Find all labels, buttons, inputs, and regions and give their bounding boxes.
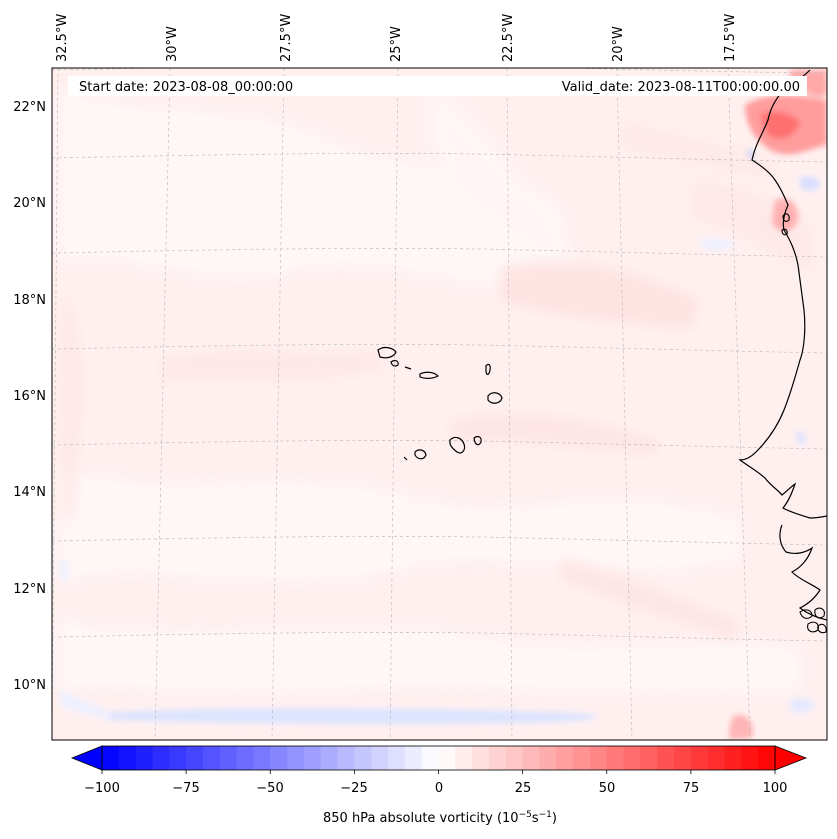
colorbar-segment [707, 746, 726, 770]
lon-label: 30°W [165, 26, 180, 62]
map-frame [51, 67, 828, 741]
colorbar-segment [690, 746, 709, 770]
cbar-tick-label: 0 [435, 781, 443, 796]
lon-label: 32.5°W [55, 14, 70, 62]
colorbar-segment [337, 746, 355, 770]
colorbar-segment [657, 746, 675, 770]
cbar-tick-label: 25 [515, 781, 532, 796]
colorbar-segment [573, 746, 591, 770]
latitude-labels: 22°N 20°N 18°N 16°N 14°N 12°N 10°N [13, 100, 46, 693]
colorbar-segment [488, 746, 507, 770]
colorbar-segment [741, 746, 759, 770]
colorbar-segment [186, 746, 204, 770]
colorbar-segment [236, 746, 255, 770]
lat-label: 22°N [13, 100, 46, 115]
colorbar-segment [303, 746, 322, 770]
colorbar-segment [623, 746, 641, 770]
cabo-verde-islands [377, 346, 503, 461]
colorbar-segment [472, 746, 490, 770]
colorbar-segment [152, 746, 170, 770]
lat-label: 10°N [13, 678, 46, 693]
colorbar-segment [522, 746, 541, 770]
colorbar-segment [287, 746, 305, 770]
colorbar-extend-min [70, 745, 103, 771]
colorbar-segment [724, 746, 742, 770]
colorbar-segment [438, 746, 456, 770]
colorbar-segment [320, 746, 339, 770]
colorbar-segment [640, 746, 658, 770]
colorbar-segment [169, 746, 187, 770]
colorbar-segment [539, 746, 557, 770]
colorbar-extend-max [774, 745, 808, 771]
colorbar-segment [606, 746, 625, 770]
lon-label: 22.5°W [501, 14, 516, 62]
colorbar-segment [219, 746, 238, 770]
vorticity-field [52, 68, 827, 740]
colorbar-segment [118, 746, 137, 770]
start-date-label: Start date: 2023-08-08_00:00:00 [79, 80, 293, 95]
colorbar-segment [404, 746, 423, 770]
colorbar-label: 850 hPa absolute vorticity (10−5s−1) [323, 810, 557, 826]
header-bar [68, 76, 807, 96]
gridlines [52, 68, 827, 740]
lat-label: 20°N [13, 196, 46, 211]
lat-label: 14°N [13, 485, 46, 500]
lat-label: 18°N [13, 293, 46, 308]
colorbar-segment [421, 746, 440, 770]
cbar-tick-label: 75 [683, 781, 700, 796]
cbar-tick-label: −25 [340, 781, 367, 796]
lat-label: 12°N [13, 582, 46, 597]
colorbar-segment [388, 746, 406, 770]
valid-date-label: Valid_date: 2023-08-11T00:00:00.00 [562, 80, 800, 95]
colorbar-segment [371, 746, 389, 770]
cbar-tick-label: −100 [84, 781, 120, 796]
africa-coastline [738, 69, 827, 519]
colorbar-segment [253, 746, 271, 770]
longitude-labels: 32.5°W 30°W 27.5°W 25°W 22.5°W 20°W 17.5… [55, 14, 738, 62]
colorbar-segment [135, 746, 154, 770]
colorbar-segment [202, 746, 221, 770]
colorbar-segment [589, 746, 608, 770]
colorbar-segment [270, 746, 288, 770]
colorbar-segment [102, 746, 120, 770]
colorbar-segment [674, 746, 692, 770]
lat-label: 16°N [13, 389, 46, 404]
coastline-guinea-bissau [779, 524, 827, 621]
colorbar-segments [102, 746, 776, 770]
cbar-tick-label: −75 [172, 781, 199, 796]
colorbar-tick-labels: −100 −75 −50 −25 0 25 50 75 100 [84, 781, 787, 796]
colorbar-ticks [101, 770, 776, 774]
lon-label: 20°W [611, 26, 626, 62]
lon-label: 17.5°W [723, 14, 738, 62]
colorbar-segment [556, 746, 574, 770]
colorbar-segment [455, 746, 473, 770]
coastal-islets [781, 213, 827, 634]
lon-label: 25°W [389, 26, 404, 62]
colorbar-segment [354, 746, 372, 770]
cbar-tick-label: −50 [256, 781, 283, 796]
colorbar-segment [505, 746, 524, 770]
lon-label: 27.5°W [279, 14, 294, 62]
cbar-tick-label: 100 [763, 781, 788, 796]
colorbar: −100 −75 −50 −25 0 25 50 75 100 850 hPa … [70, 745, 808, 826]
colorbar-segment [758, 746, 776, 770]
map-panel: Start date: 2023-08-08_00:00:00 Valid_da… [13, 14, 828, 741]
cbar-tick-label: 50 [599, 781, 616, 796]
